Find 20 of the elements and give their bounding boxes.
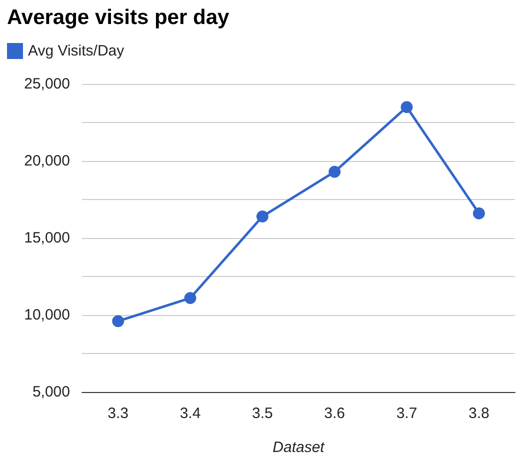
x-tick-label: 3.7 <box>396 405 418 422</box>
point <box>184 292 196 304</box>
y-tick-label: 25,000 <box>24 76 70 92</box>
x-tick-label: 3.5 <box>252 405 273 422</box>
point <box>256 210 268 222</box>
point <box>400 101 413 114</box>
point <box>112 315 124 328</box>
x-tick-label: 3.3 <box>108 405 129 422</box>
y-tick-label: 5,000 <box>32 384 70 400</box>
y-tick-label: 10,000 <box>24 306 70 324</box>
y-tick-label: 15,000 <box>24 230 70 246</box>
x-tick-label: 3.6 <box>324 405 346 422</box>
point <box>472 207 485 220</box>
legend-label: Avg Visits/Day <box>28 42 125 60</box>
x-axis-title: Dataset <box>272 439 326 456</box>
point <box>328 166 341 178</box>
x-tick-label: 3.4 <box>180 405 201 422</box>
chart-title: Average visits per day <box>7 6 230 29</box>
x-tick-label: 3.8 <box>468 405 490 422</box>
y-tick-label: 20,000 <box>24 152 70 170</box>
